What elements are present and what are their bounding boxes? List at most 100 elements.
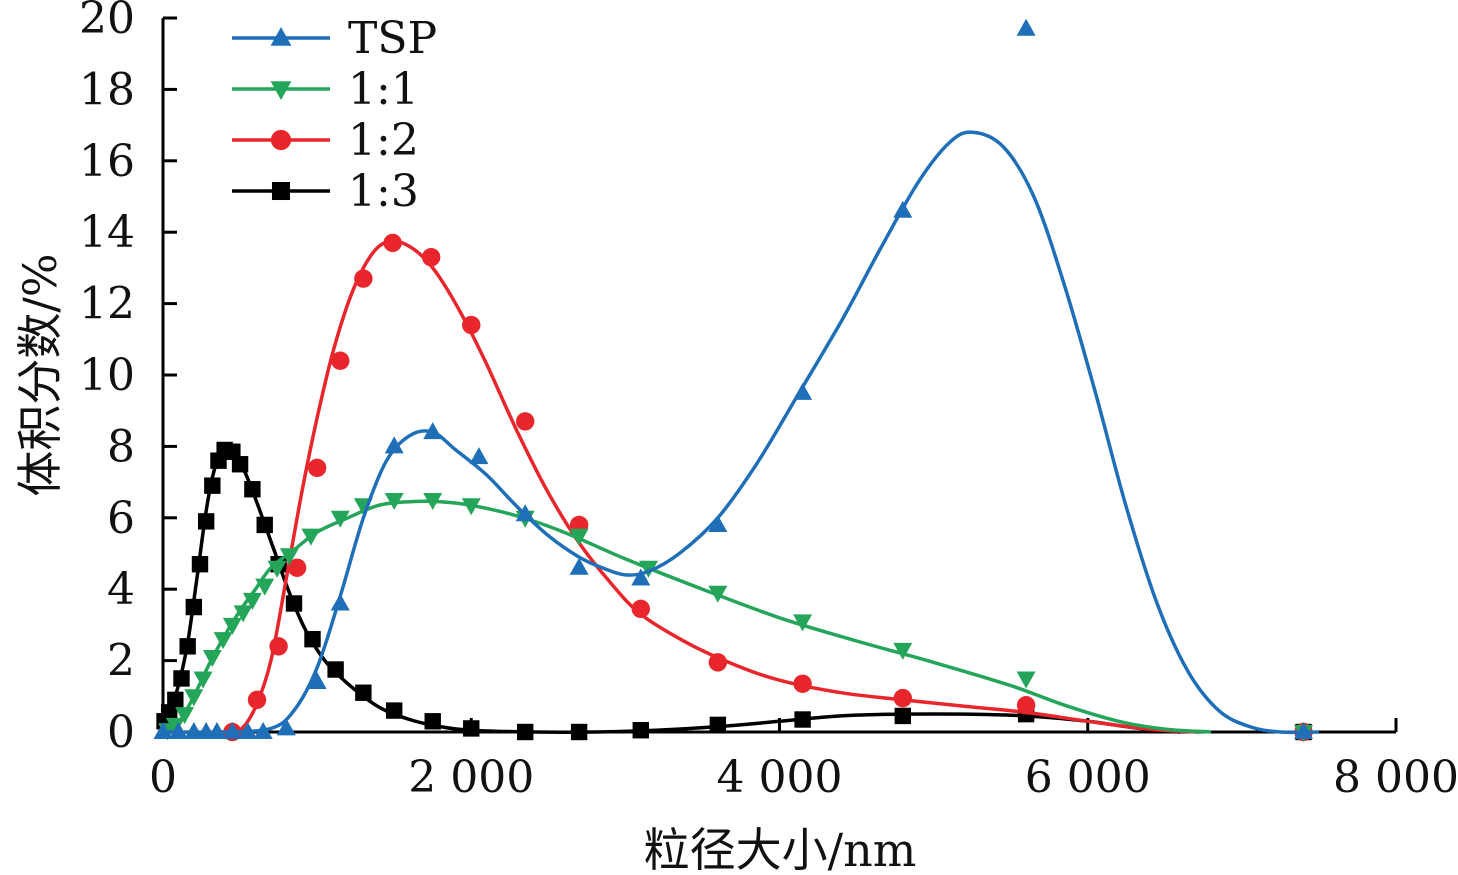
y-tick-label: 14 xyxy=(79,207,135,258)
data-point xyxy=(632,722,649,739)
data-point xyxy=(330,593,350,611)
data-point xyxy=(793,614,813,632)
data-point xyxy=(197,513,215,530)
legend-marker xyxy=(270,129,292,151)
legend-marker xyxy=(270,27,292,46)
data-point xyxy=(516,723,534,741)
data-point xyxy=(222,617,242,635)
data-point xyxy=(515,412,535,431)
data-point xyxy=(304,630,321,648)
data-point xyxy=(383,233,402,253)
data-point xyxy=(167,691,184,709)
data-point xyxy=(207,722,227,739)
data-point xyxy=(570,723,588,741)
series-line xyxy=(162,130,1319,735)
data-point xyxy=(213,632,233,650)
data-point xyxy=(179,638,196,655)
data-point xyxy=(238,722,258,739)
series-layer xyxy=(153,18,1319,742)
legend-label: TSP xyxy=(348,13,437,64)
data-point xyxy=(708,514,728,532)
data-point xyxy=(893,200,913,218)
y-tick-label: 12 xyxy=(79,279,135,330)
data-point xyxy=(222,722,242,739)
data-point xyxy=(279,548,299,566)
data-point xyxy=(153,722,173,739)
data-point xyxy=(255,578,275,596)
y-tick-label: 0 xyxy=(107,707,135,758)
data-point xyxy=(631,599,650,619)
y-tick-label: 4 xyxy=(107,564,135,615)
legend-marker xyxy=(270,81,292,100)
axes: 0 2 4 6 8 10 12 14 16 18 20 0 2 000 4 000 6 000 8 000 xyxy=(79,0,1458,803)
data-point xyxy=(794,711,811,728)
series-line xyxy=(162,239,1196,735)
data-point xyxy=(242,592,262,610)
data-point xyxy=(327,661,344,678)
y-tick-label: 2 xyxy=(107,636,135,687)
x-axis-title: 粒径大小/nm xyxy=(644,823,917,875)
data-point xyxy=(191,556,209,573)
data-point xyxy=(256,516,273,534)
legend-item: TSP xyxy=(232,13,437,64)
data-point xyxy=(423,492,443,510)
y-tick-label: 6 xyxy=(107,493,135,544)
data-point xyxy=(253,722,273,739)
y-axis-title: 体积分数/% xyxy=(13,253,67,496)
data-point xyxy=(285,595,303,612)
data-point xyxy=(269,637,288,656)
x-tick-label: 2 000 xyxy=(408,752,534,803)
data-point xyxy=(421,247,441,267)
data-point xyxy=(175,707,195,725)
data-point xyxy=(384,492,404,510)
data-point xyxy=(709,716,727,734)
y-tick-label: 18 xyxy=(79,64,135,115)
data-point xyxy=(463,720,480,737)
series-tsp xyxy=(153,18,1319,739)
data-point xyxy=(1016,18,1036,36)
data-point xyxy=(893,642,913,660)
data-point xyxy=(638,560,658,578)
data-point xyxy=(330,510,350,528)
data-point xyxy=(224,443,241,460)
data-point xyxy=(569,528,589,546)
data-point xyxy=(569,557,589,575)
x-tick-label: 0 xyxy=(149,752,177,803)
data-point xyxy=(462,315,481,335)
data-point xyxy=(385,702,403,719)
data-point xyxy=(793,382,813,400)
data-point xyxy=(354,269,373,288)
data-point xyxy=(244,481,261,498)
data-point xyxy=(1016,671,1036,689)
data-point xyxy=(233,605,253,623)
data-point xyxy=(165,717,185,735)
data-point xyxy=(160,704,178,721)
data-point xyxy=(287,558,307,577)
legend-label: 1:2 xyxy=(348,115,419,166)
series-line xyxy=(161,446,1181,734)
data-point xyxy=(267,560,287,578)
legend-item: 1:1 xyxy=(232,64,419,115)
data-point xyxy=(708,653,728,672)
legend-item: 1:2 xyxy=(232,115,419,166)
data-point xyxy=(231,456,249,473)
data-point xyxy=(247,690,267,710)
data-point xyxy=(384,436,404,454)
data-point xyxy=(1016,696,1036,715)
data-point xyxy=(307,672,327,690)
data-point xyxy=(331,351,350,370)
data-point xyxy=(168,722,188,739)
data-point xyxy=(185,598,203,616)
y-tick-label: 10 xyxy=(79,350,135,401)
data-point xyxy=(301,528,321,546)
legend-item: 1:3 xyxy=(232,166,419,217)
x-ticks: 0 2 000 4 000 6 000 8 000 xyxy=(149,718,1458,803)
series-1-3 xyxy=(156,441,1312,741)
x-tick-label: 8 000 xyxy=(1333,752,1458,803)
legend-marker xyxy=(271,181,291,201)
data-point xyxy=(424,713,441,730)
data-point xyxy=(793,674,812,694)
x-tick-label: 6 000 xyxy=(1025,752,1151,803)
